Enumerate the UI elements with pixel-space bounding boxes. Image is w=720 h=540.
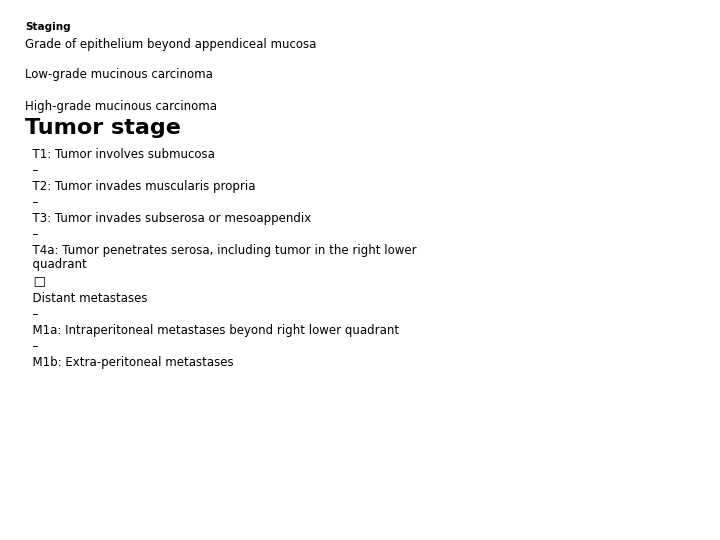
Text: Grade of epithelium beyond appendiceal mucosa: Grade of epithelium beyond appendiceal m… bbox=[25, 38, 316, 51]
Text: Low-grade mucinous carcinoma: Low-grade mucinous carcinoma bbox=[25, 68, 213, 81]
Text: –: – bbox=[25, 308, 38, 321]
Text: –: – bbox=[25, 228, 38, 241]
Text: T2: Tumor invades muscularis propria: T2: Tumor invades muscularis propria bbox=[25, 180, 256, 193]
Text: Tumor stage: Tumor stage bbox=[25, 118, 181, 138]
Text: T4a: Tumor penetrates serosa, including tumor in the right lower: T4a: Tumor penetrates serosa, including … bbox=[25, 244, 417, 257]
Text: T3: Tumor invades subserosa or mesoappendix: T3: Tumor invades subserosa or mesoappen… bbox=[25, 212, 311, 225]
Text: –: – bbox=[25, 340, 38, 353]
Text: Staging: Staging bbox=[25, 22, 71, 32]
Text: □: □ bbox=[25, 274, 46, 287]
Text: M1b: Extra-peritoneal metastases: M1b: Extra-peritoneal metastases bbox=[25, 356, 233, 369]
Text: quadrant: quadrant bbox=[25, 258, 86, 271]
Text: –: – bbox=[25, 196, 38, 209]
Text: T1: Tumor involves submucosa: T1: Tumor involves submucosa bbox=[25, 148, 215, 161]
Text: M1a: Intraperitoneal metastases beyond right lower quadrant: M1a: Intraperitoneal metastases beyond r… bbox=[25, 324, 399, 337]
Text: –: – bbox=[25, 164, 38, 177]
Text: Distant metastases: Distant metastases bbox=[25, 292, 148, 305]
Text: High-grade mucinous carcinoma: High-grade mucinous carcinoma bbox=[25, 100, 217, 113]
